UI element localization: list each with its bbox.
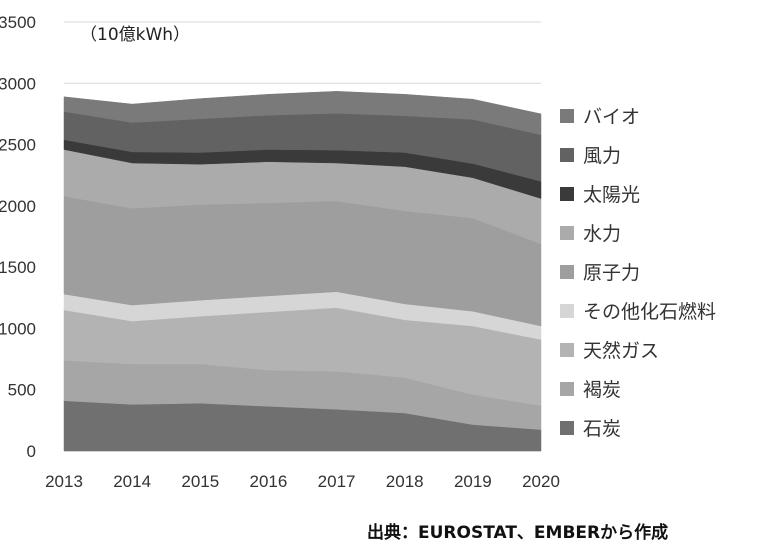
source-note: 出典：EUROSTAT、EMBERから作成 <box>367 523 669 543</box>
y-tick-label: 1000 <box>0 319 36 338</box>
x-tick-label: 2016 <box>250 472 288 491</box>
legend-swatch <box>560 148 574 162</box>
x-tick-label: 2017 <box>318 472 356 491</box>
legend-swatch <box>560 343 574 357</box>
legend-label: 原子力 <box>583 262 640 284</box>
x-axis-ticks: 2013 2014 2015 2016 2017 2018 2019 2020 <box>45 472 560 491</box>
legend-label: 風力 <box>583 145 621 167</box>
y-tick-label: 3500 <box>0 13 36 32</box>
area-series <box>63 91 542 452</box>
legend-label: バイオ <box>583 106 640 128</box>
legend-label: 天然ガス <box>583 340 659 362</box>
x-tick-label: 2013 <box>45 472 83 491</box>
y-tick-label: 0 <box>27 442 36 461</box>
legend-swatch <box>560 187 574 201</box>
y-tick-label: 3000 <box>0 74 36 93</box>
x-tick-label: 2018 <box>386 472 424 491</box>
area-バイオ <box>63 91 542 136</box>
legend-swatch <box>560 421 574 435</box>
x-tick-label: 2014 <box>113 472 151 491</box>
y-tick-label: 2500 <box>0 136 36 155</box>
legend-swatch <box>560 226 574 240</box>
legend-swatch <box>560 109 574 123</box>
y-tick-label: 500 <box>8 381 36 400</box>
legend-label: 太陽光 <box>583 184 640 206</box>
x-tick-label: 2015 <box>181 472 219 491</box>
legend-label: その他化石燃料 <box>583 301 716 323</box>
legend-swatch <box>560 265 574 279</box>
y-tick-label: 2000 <box>0 197 36 216</box>
y-axis-ticks: 0 500 1000 1500 2000 2500 3000 3500 <box>0 13 36 461</box>
unit-label: （10億kWh） <box>80 25 190 45</box>
x-tick-label: 2019 <box>454 472 492 491</box>
legend-swatch <box>560 382 574 396</box>
y-tick-label: 1500 <box>0 258 36 277</box>
legend-label: 水力 <box>583 223 621 245</box>
legend-label: 石炭 <box>583 418 621 440</box>
legend-label: 褐炭 <box>583 379 621 401</box>
x-tick-label: 2020 <box>522 472 560 491</box>
legend-swatch <box>560 304 574 318</box>
